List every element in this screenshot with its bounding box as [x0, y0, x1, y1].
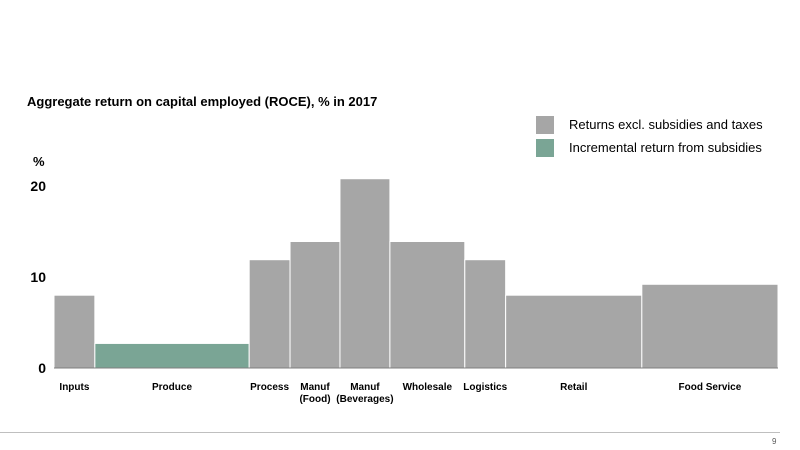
bar-wholesale [389, 241, 466, 369]
legend-label-returns: Returns excl. subsidies and taxes [569, 117, 763, 132]
y-tick-label-10: 10 [30, 269, 46, 285]
category-label-inputs: Inputs [59, 382, 89, 393]
page-number: 9 [772, 437, 777, 446]
bar-inputs [53, 294, 96, 369]
category-label-manuf-food: Manuf (Food) [299, 382, 330, 405]
footer-divider [0, 432, 780, 433]
category-label-logistics: Logistics [463, 382, 507, 393]
category-label-manuf-beverages: Manuf (Beverages) [336, 382, 393, 405]
legend-swatch-subsidies [536, 139, 554, 157]
bar-produce [94, 342, 250, 369]
bar-process [248, 259, 291, 369]
category-label-retail: Retail [560, 382, 587, 393]
category-label-food-service: Food Service [679, 382, 742, 393]
legend-label-subsidies: Incremental return from subsidies [569, 140, 762, 155]
y-tick-label-20: 20 [30, 178, 46, 194]
legend-swatch-returns [536, 116, 554, 134]
chart-title: Aggregate return on capital employed (RO… [27, 94, 378, 109]
category-label-produce: Produce [152, 382, 192, 393]
category-label-process: Process [250, 382, 289, 393]
bar-retail [505, 294, 643, 369]
category-label-wholesale: Wholesale [403, 382, 453, 393]
bar-logistics [464, 259, 507, 369]
bar-manuf-beverages [339, 178, 391, 369]
bar-food-service [641, 283, 779, 369]
y-axis-unit-label: % [33, 154, 45, 169]
y-tick-label-0: 0 [38, 360, 46, 376]
bar-manuf-food [289, 241, 341, 369]
